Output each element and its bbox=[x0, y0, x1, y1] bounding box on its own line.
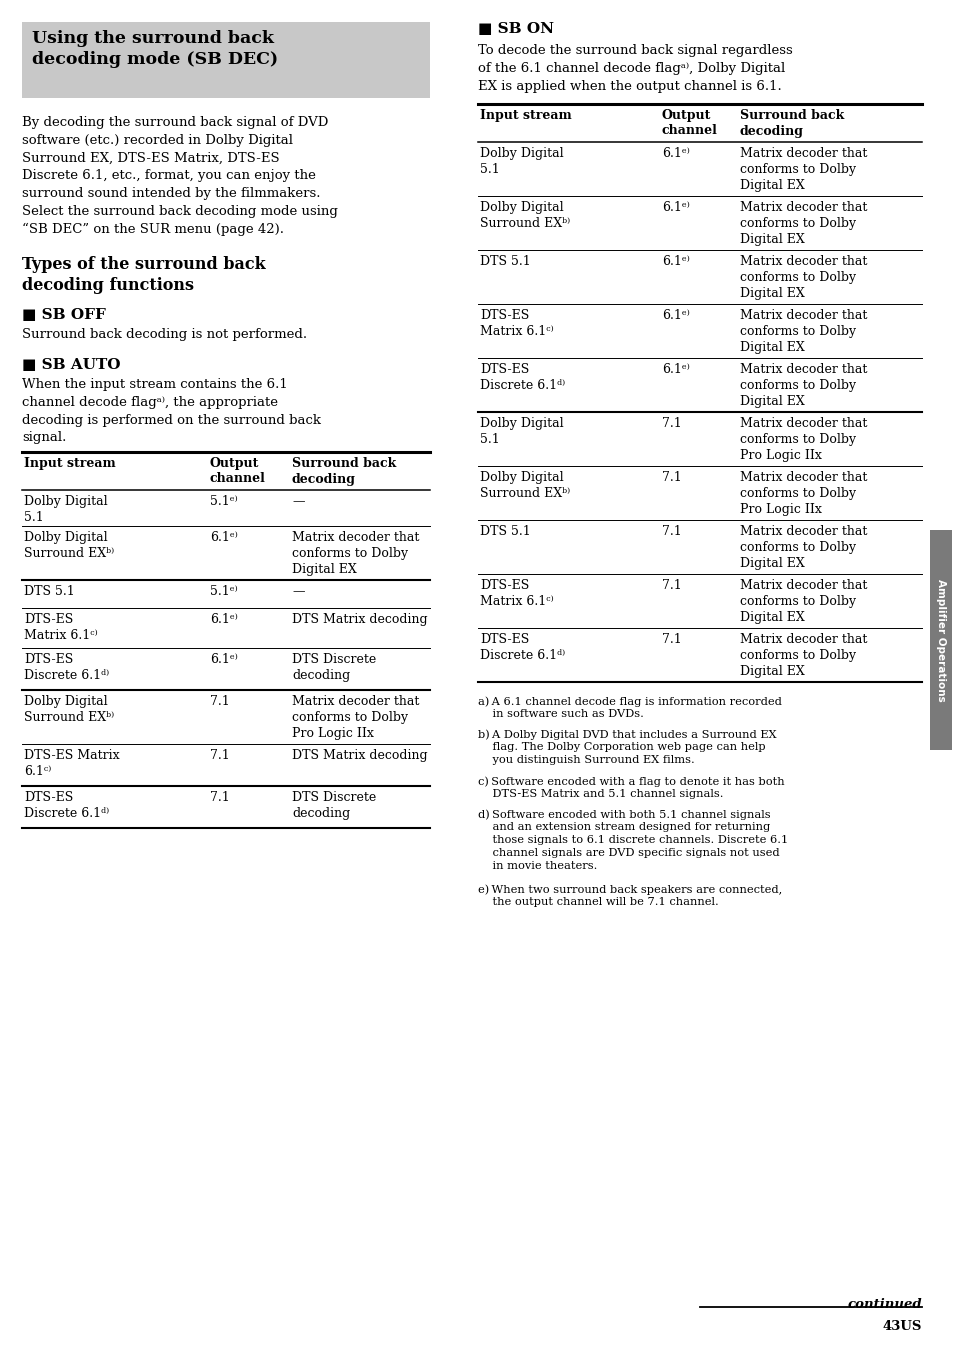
Text: DTS-ES Matrix
6.1ᶜ⁾: DTS-ES Matrix 6.1ᶜ⁾ bbox=[24, 749, 119, 777]
Text: DTS 5.1: DTS 5.1 bbox=[24, 585, 74, 598]
Text: Types of the surround back
decoding functions: Types of the surround back decoding func… bbox=[22, 256, 265, 293]
Text: Dolby Digital
5.1: Dolby Digital 5.1 bbox=[479, 416, 563, 446]
Text: Surround back
decoding: Surround back decoding bbox=[740, 110, 843, 138]
Text: a) A 6.1 channel decode flag is information recorded
    in software such as DVD: a) A 6.1 channel decode flag is informat… bbox=[477, 696, 781, 719]
Text: Matrix decoder that
conforms to Dolby
Pro Logic IIx: Matrix decoder that conforms to Dolby Pr… bbox=[740, 416, 866, 462]
Text: To decode the surround back signal regardless
of the 6.1 channel decode flagᵃ⁾, : To decode the surround back signal regar… bbox=[477, 45, 792, 92]
Text: Matrix decoder that
conforms to Dolby
Digital EX: Matrix decoder that conforms to Dolby Di… bbox=[740, 147, 866, 192]
Text: Dolby Digital
5.1: Dolby Digital 5.1 bbox=[479, 147, 563, 176]
Text: b) A Dolby Digital DVD that includes a Surround EX
    flag. The Dolby Corporati: b) A Dolby Digital DVD that includes a S… bbox=[477, 729, 776, 765]
Text: Surround back decoding is not performed.: Surround back decoding is not performed. bbox=[22, 329, 307, 341]
Text: Matrix decoder that
conforms to Dolby
Digital EX: Matrix decoder that conforms to Dolby Di… bbox=[740, 256, 866, 300]
Text: 5.1ᵉ⁾: 5.1ᵉ⁾ bbox=[210, 585, 237, 598]
Text: Matrix decoder that
conforms to Dolby
Pro Logic IIx: Matrix decoder that conforms to Dolby Pr… bbox=[740, 470, 866, 516]
Text: DTS 5.1: DTS 5.1 bbox=[479, 256, 530, 268]
Bar bbox=[929, 530, 951, 750]
Text: DTS-ES
Matrix 6.1ᶜ⁾: DTS-ES Matrix 6.1ᶜ⁾ bbox=[479, 579, 553, 608]
Text: 7.1: 7.1 bbox=[661, 579, 681, 592]
Text: Dolby Digital
Surround EXᵇ⁾: Dolby Digital Surround EXᵇ⁾ bbox=[24, 695, 114, 725]
Text: Matrix decoder that
conforms to Dolby
Digital EX: Matrix decoder that conforms to Dolby Di… bbox=[740, 310, 866, 354]
Text: DTS-ES
Discrete 6.1ᵈ⁾: DTS-ES Discrete 6.1ᵈ⁾ bbox=[24, 653, 110, 681]
Text: Dolby Digital
Surround EXᵇ⁾: Dolby Digital Surround EXᵇ⁾ bbox=[479, 470, 570, 500]
Text: ■ SB ON: ■ SB ON bbox=[477, 22, 554, 37]
Text: 7.1: 7.1 bbox=[661, 470, 681, 484]
Text: 7.1: 7.1 bbox=[661, 525, 681, 538]
Text: 6.1ᵉ⁾: 6.1ᵉ⁾ bbox=[661, 201, 689, 214]
Text: Output
channel: Output channel bbox=[661, 110, 717, 138]
Text: c) Software encoded with a flag to denote it has both
    DTS-ES Matrix and 5.1 : c) Software encoded with a flag to denot… bbox=[477, 776, 783, 799]
Text: 6.1ᵉ⁾: 6.1ᵉ⁾ bbox=[661, 147, 689, 160]
Text: Output
channel: Output channel bbox=[210, 457, 266, 485]
Text: DTS Matrix decoding: DTS Matrix decoding bbox=[292, 749, 427, 763]
Text: Matrix decoder that
conforms to Dolby
Digital EX: Matrix decoder that conforms to Dolby Di… bbox=[740, 201, 866, 246]
Text: 6.1ᵉ⁾: 6.1ᵉ⁾ bbox=[661, 310, 689, 322]
Text: continued: continued bbox=[846, 1298, 921, 1311]
Text: 7.1: 7.1 bbox=[210, 749, 230, 763]
Text: ■ SB OFF: ■ SB OFF bbox=[22, 308, 106, 322]
Text: When the input stream contains the 6.1
channel decode flagᵃ⁾, the appropriate
de: When the input stream contains the 6.1 c… bbox=[22, 379, 320, 445]
Text: DTS-ES
Discrete 6.1ᵈ⁾: DTS-ES Discrete 6.1ᵈ⁾ bbox=[24, 791, 110, 821]
Text: DTS-ES
Discrete 6.1ᵈ⁾: DTS-ES Discrete 6.1ᵈ⁾ bbox=[479, 362, 565, 392]
Text: ■ SB AUTO: ■ SB AUTO bbox=[22, 358, 120, 372]
Text: 7.1: 7.1 bbox=[210, 695, 230, 708]
Text: Input stream: Input stream bbox=[479, 110, 571, 122]
Bar bbox=[22, 22, 430, 97]
Text: DTS-ES
Discrete 6.1ᵈ⁾: DTS-ES Discrete 6.1ᵈ⁾ bbox=[479, 633, 565, 662]
Text: 6.1ᵉ⁾: 6.1ᵉ⁾ bbox=[210, 612, 237, 626]
Text: By decoding the surround back signal of DVD
software (etc.) recorded in Dolby Di: By decoding the surround back signal of … bbox=[22, 116, 337, 237]
Text: Dolby Digital
5.1: Dolby Digital 5.1 bbox=[24, 495, 108, 525]
Text: —: — bbox=[292, 585, 304, 598]
Text: Matrix decoder that
conforms to Dolby
Digital EX: Matrix decoder that conforms to Dolby Di… bbox=[740, 362, 866, 408]
Text: Amplifier Operations: Amplifier Operations bbox=[935, 579, 945, 702]
Text: 6.1ᵉ⁾: 6.1ᵉ⁾ bbox=[210, 653, 237, 667]
Text: —: — bbox=[292, 495, 304, 508]
Text: DTS 5.1: DTS 5.1 bbox=[479, 525, 530, 538]
Text: Using the surround back
decoding mode (SB DEC): Using the surround back decoding mode (S… bbox=[32, 30, 278, 68]
Text: 6.1ᵉ⁾: 6.1ᵉ⁾ bbox=[210, 531, 237, 544]
Text: Dolby Digital
Surround EXᵇ⁾: Dolby Digital Surround EXᵇ⁾ bbox=[24, 531, 114, 560]
Text: 7.1: 7.1 bbox=[661, 633, 681, 646]
Text: 6.1ᵉ⁾: 6.1ᵉ⁾ bbox=[661, 256, 689, 268]
Text: Surround back
decoding: Surround back decoding bbox=[292, 457, 395, 485]
Text: DTS-ES
Matrix 6.1ᶜ⁾: DTS-ES Matrix 6.1ᶜ⁾ bbox=[24, 612, 97, 642]
Text: Matrix decoder that
conforms to Dolby
Digital EX: Matrix decoder that conforms to Dolby Di… bbox=[740, 633, 866, 677]
Text: 5.1ᵉ⁾: 5.1ᵉ⁾ bbox=[210, 495, 237, 508]
Text: Input stream: Input stream bbox=[24, 457, 115, 470]
Text: Matrix decoder that
conforms to Dolby
Digital EX: Matrix decoder that conforms to Dolby Di… bbox=[292, 531, 419, 576]
Text: 43US: 43US bbox=[882, 1320, 921, 1333]
Text: 6.1ᵉ⁾: 6.1ᵉ⁾ bbox=[661, 362, 689, 376]
Text: Matrix decoder that
conforms to Dolby
Digital EX: Matrix decoder that conforms to Dolby Di… bbox=[740, 579, 866, 625]
Text: e) When two surround back speakers are connected,
    the output channel will be: e) When two surround back speakers are c… bbox=[477, 884, 781, 907]
Text: DTS-ES
Matrix 6.1ᶜ⁾: DTS-ES Matrix 6.1ᶜ⁾ bbox=[479, 310, 553, 338]
Text: Matrix decoder that
conforms to Dolby
Pro Logic IIx: Matrix decoder that conforms to Dolby Pr… bbox=[292, 695, 419, 740]
Text: 7.1: 7.1 bbox=[661, 416, 681, 430]
Text: DTS Matrix decoding: DTS Matrix decoding bbox=[292, 612, 427, 626]
Text: 7.1: 7.1 bbox=[210, 791, 230, 804]
Text: d) Software encoded with both 5.1 channel signals
    and an extension stream de: d) Software encoded with both 5.1 channe… bbox=[477, 808, 787, 871]
Text: DTS Discrete
decoding: DTS Discrete decoding bbox=[292, 653, 375, 681]
Text: Matrix decoder that
conforms to Dolby
Digital EX: Matrix decoder that conforms to Dolby Di… bbox=[740, 525, 866, 571]
Text: Dolby Digital
Surround EXᵇ⁾: Dolby Digital Surround EXᵇ⁾ bbox=[479, 201, 570, 230]
Text: DTS Discrete
decoding: DTS Discrete decoding bbox=[292, 791, 375, 821]
